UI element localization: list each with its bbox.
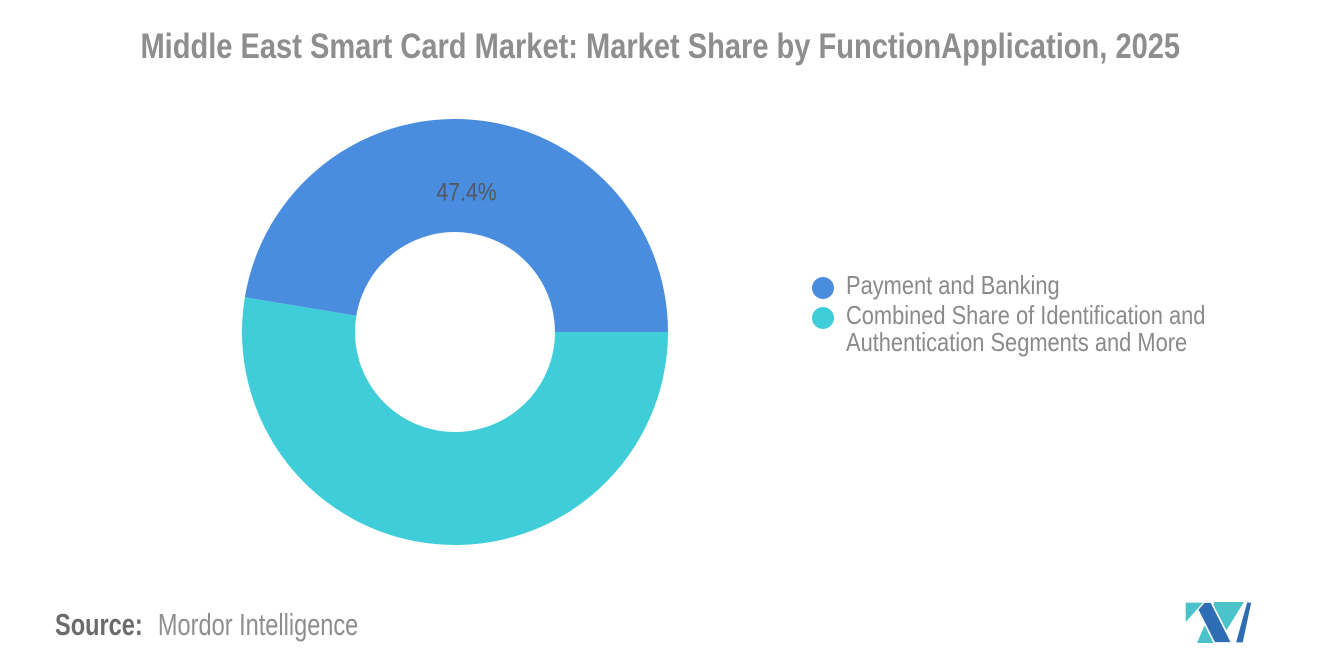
logo-blue-leg xyxy=(1234,602,1252,643)
legend-label: Payment and Banking xyxy=(846,270,1060,300)
donut-chart: 47.4% xyxy=(242,118,669,545)
source-label: Source: xyxy=(55,607,143,642)
donut-slice xyxy=(242,297,669,545)
legend-item-payment-and-banking: Payment and Banking xyxy=(812,272,1274,299)
source-value: Mordor Intelligence xyxy=(157,607,359,642)
chart-title: Middle East Smart Card Market: Market Sh… xyxy=(0,26,1320,68)
legend-dot-icon xyxy=(812,307,834,329)
source-line: Source: Mordor Intelligence xyxy=(55,606,358,644)
slice-percentage-label: 47.4% xyxy=(436,178,496,206)
chart-legend: Payment and Banking Combined Share of Id… xyxy=(812,272,1274,359)
logo-blue-diagonal xyxy=(1192,602,1233,643)
donut-slice xyxy=(244,118,669,332)
chart-title-text: Middle East Smart Card Market: Market Sh… xyxy=(140,27,1180,66)
legend-label: Combined Share of Identification and Aut… xyxy=(846,300,1206,357)
logo-teal-triangle xyxy=(1185,602,1206,625)
legend-dot-icon xyxy=(812,277,834,299)
mordor-intelligence-logo xyxy=(1185,602,1252,643)
legend-item-combined-share: Combined Share of Identification and Aut… xyxy=(812,302,1274,356)
